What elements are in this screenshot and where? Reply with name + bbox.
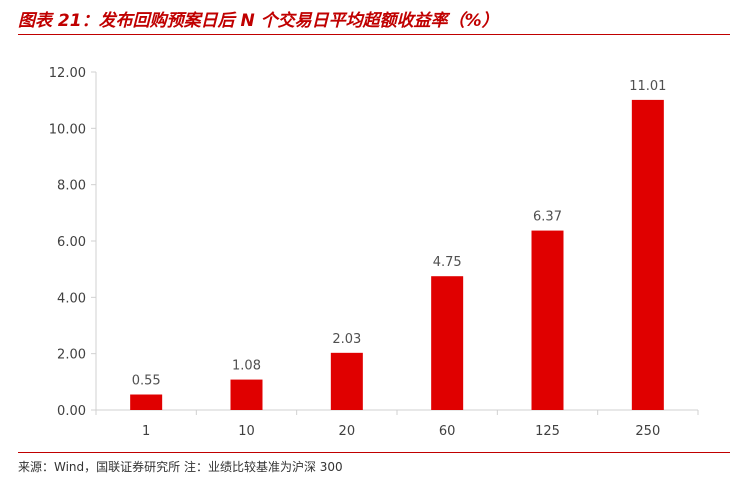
source-note: 来源：Wind，国联证券研究所 注：业绩比较基准为沪深 300 — [18, 460, 343, 474]
y-tick-label: 2.00 — [57, 348, 86, 363]
bar-20 — [330, 352, 363, 410]
bar-60 — [431, 276, 464, 410]
data-label-125: 6.37 — [533, 210, 562, 225]
data-label-250: 11.01 — [629, 79, 666, 94]
x-tick-label-125: 125 — [535, 424, 560, 439]
y-tick-label: 4.00 — [57, 291, 86, 306]
bar-125 — [531, 230, 564, 410]
y-tick-label: 10.00 — [49, 122, 86, 137]
data-label-1: 0.55 — [132, 374, 161, 389]
bar-250 — [631, 99, 664, 410]
x-tick-label-1: 1 — [142, 424, 150, 439]
chart-title: 图表 21：发布回购预案日后 N 个交易日平均超额收益率（%） — [18, 11, 499, 31]
data-label-10: 1.08 — [232, 359, 261, 374]
bar-10 — [230, 379, 263, 410]
title-divider — [18, 34, 730, 35]
footer-divider — [18, 452, 730, 453]
data-label-60: 4.75 — [433, 255, 462, 270]
y-axis: 0.00 2.00 4.00 6.00 8.00 10.00 12.00 — [49, 66, 97, 419]
x-tick-label-60: 60 — [439, 424, 456, 439]
x-tick-label-20: 20 — [339, 424, 356, 439]
y-tick-label: 12.00 — [49, 66, 86, 81]
y-tick-label: 6.00 — [57, 235, 86, 250]
x-tick-label-250: 250 — [635, 424, 660, 439]
data-label-20: 2.03 — [332, 332, 361, 347]
y-tick-label: 0.00 — [57, 404, 86, 419]
x-axis: 1 10 20 60 125 250 — [95, 409, 699, 439]
bar-series: 0.55 1.08 2.03 4.75 6.37 11.01 — [130, 79, 666, 410]
bar-1 — [130, 394, 163, 410]
x-tick-label-10: 10 — [238, 424, 255, 439]
y-tick-label: 8.00 — [57, 179, 86, 194]
